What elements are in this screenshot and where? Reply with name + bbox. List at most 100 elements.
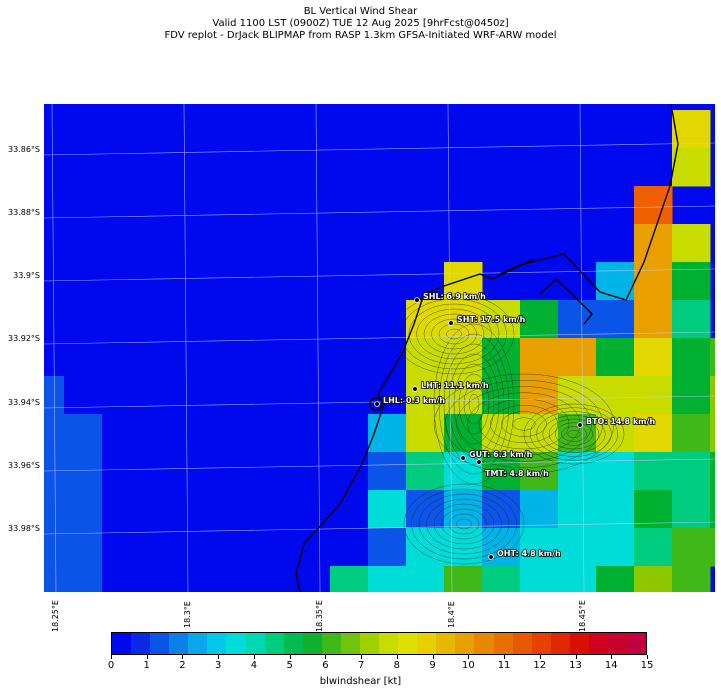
lon-label-3: 18.35°E (315, 600, 324, 632)
station-label-oht: OHT: 4.8 km/h (497, 549, 561, 558)
grid-cell (596, 528, 635, 567)
station-marker-oht (488, 554, 494, 560)
grid-cell (406, 528, 445, 567)
lon-label-1: 18.25°E (51, 600, 60, 632)
grid-cell (596, 300, 635, 339)
meridian (447, 104, 453, 592)
colorbar-tick-mark (539, 655, 541, 659)
colorbar-tick-mark (182, 655, 184, 659)
contour-line (418, 493, 510, 555)
grid-cell (482, 566, 521, 592)
colorbar-swatch (340, 633, 361, 654)
colorbar-tick-label: 10 (461, 660, 475, 671)
colorbar-swatch (226, 633, 246, 654)
station-label-gut: GUT: 6.3 km/h (469, 450, 533, 459)
grid-cell (368, 566, 407, 592)
grid-cell (406, 414, 445, 453)
meridian (579, 104, 585, 592)
lat-label-6: 33.96°S (8, 461, 40, 470)
station-label-shl: SHL: 6.9 km/h (423, 292, 486, 301)
map-canvas: SHL: 6.9 km/h SHT: 17.5 km/h LHT: 11.1 km/… (44, 104, 715, 592)
colorbar-tick-mark (504, 655, 506, 659)
colorbar-swatch (131, 633, 151, 654)
grid-cell (634, 186, 673, 225)
contour-line (542, 415, 606, 453)
colorbar-swatch (169, 633, 189, 654)
title-line-3: FDV replot - DrJack BLIPMAP from RASP 1.… (164, 30, 557, 41)
contour-line (433, 323, 515, 485)
colorbar-tick-mark (289, 655, 291, 659)
grid-cell (368, 528, 407, 567)
station-label-lhl: LHL: 0.3 km/h (383, 396, 445, 405)
colorbar-swatch (321, 633, 341, 654)
grid-cell (558, 490, 597, 529)
colorbar-tick-label: 5 (286, 660, 293, 671)
contour-line (530, 407, 618, 461)
contour-line (445, 380, 603, 468)
contour-line (478, 398, 570, 450)
lon-label-4: 18.4°E (447, 601, 456, 628)
colorbar-swatch (245, 633, 265, 654)
colorbar-tick-label: 2 (179, 660, 186, 671)
colorbar-swatch (588, 633, 609, 654)
grid-cell (558, 566, 597, 592)
grid-cell (368, 490, 407, 529)
colorbar-swatch (608, 633, 628, 654)
colorbar-tick-label: 3 (215, 660, 222, 671)
title-line-1: BL Vertical Wind Shear (303, 6, 418, 17)
grid-cell (710, 414, 715, 453)
station-marker-lht (412, 386, 418, 392)
grid-cell (596, 566, 635, 592)
station-label-sht: SHT: 17.5 km/h (457, 315, 526, 324)
colorbar-tick-label: 12 (533, 660, 547, 671)
grid-cell (634, 490, 673, 529)
grid-cell (520, 376, 559, 415)
grid-cell (710, 452, 715, 491)
colorbar-swatch (550, 633, 570, 654)
colorbar-tick-mark (111, 655, 112, 659)
grid-cell (672, 414, 711, 453)
contour-line (423, 313, 485, 355)
title-line-2: Valid 1100 LST (0900Z) TUE 12 Aug 2025 [… (212, 18, 509, 29)
grid-cell (482, 452, 521, 491)
colorbar-swatch (379, 633, 399, 654)
contour-line (561, 426, 587, 442)
lat-label-7: 33.98°S (8, 524, 40, 533)
station-marker-shl (414, 297, 420, 303)
grid-cell (64, 414, 102, 592)
colorbar-tick-mark (647, 655, 648, 659)
grid-cell (558, 338, 597, 377)
grid-cell (520, 490, 559, 529)
contour-line (448, 513, 480, 535)
parallel (44, 205, 715, 219)
colorbar-swatch (302, 633, 322, 654)
grid-cell (558, 528, 597, 567)
grid-cell (558, 414, 597, 453)
colorbar-tick-mark (325, 655, 327, 659)
grid-cell (482, 414, 521, 453)
graticule (44, 104, 715, 592)
grid-cell (596, 376, 635, 415)
grid-cell (368, 452, 407, 491)
contour-line (401, 298, 507, 370)
colorbar-tick-label: 15 (640, 660, 654, 671)
colorbar-tick-mark (432, 655, 434, 659)
grid-cell (444, 414, 483, 453)
colorbar-tick-label: 8 (393, 660, 401, 671)
contour-line (448, 353, 500, 455)
colorbar-tick-mark (146, 655, 148, 659)
lat-label-5: 33.94°S (8, 398, 40, 407)
contour-line (438, 323, 470, 345)
colorbar-tick-label: 7 (357, 660, 365, 671)
colorbar-tick-label: 1 (143, 660, 150, 671)
grid-cell (596, 452, 635, 491)
grid-cell (44, 376, 64, 592)
wind-shear-map[interactable]: SHL: 6.9 km/h SHT: 17.5 km/h LHT: 11.1 km/… (44, 104, 715, 592)
colorbar-label: blwindshear [kt] (319, 676, 402, 687)
station-marker-bto (577, 422, 583, 428)
colorbar-tick-mark (361, 655, 363, 659)
breakwater (499, 258, 535, 275)
grid-cell (596, 490, 635, 529)
contour-line (458, 373, 490, 435)
grid-cell (634, 414, 673, 453)
